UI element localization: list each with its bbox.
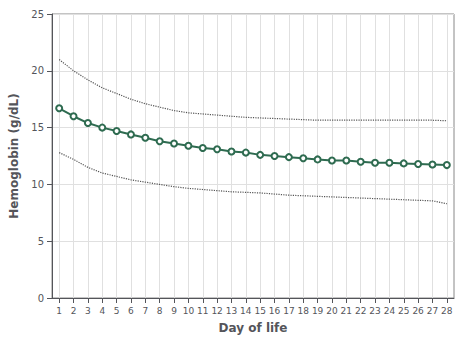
- svg-text:11: 11: [197, 306, 208, 316]
- svg-text:23: 23: [369, 306, 380, 316]
- svg-text:4: 4: [99, 306, 105, 316]
- svg-text:1: 1: [56, 306, 62, 316]
- svg-text:26: 26: [412, 306, 424, 316]
- svg-text:17: 17: [283, 306, 294, 316]
- svg-text:21: 21: [341, 306, 352, 316]
- svg-text:0: 0: [38, 293, 44, 304]
- svg-text:16: 16: [269, 306, 281, 316]
- svg-text:20: 20: [31, 65, 44, 76]
- svg-text:10: 10: [31, 179, 44, 190]
- svg-text:10: 10: [183, 306, 195, 316]
- svg-text:18: 18: [298, 306, 310, 316]
- svg-text:14: 14: [240, 306, 252, 316]
- svg-text:Day of life: Day of life: [219, 321, 288, 335]
- svg-text:22: 22: [355, 306, 366, 316]
- svg-text:7: 7: [142, 306, 148, 316]
- svg-text:13: 13: [226, 306, 237, 316]
- svg-text:8: 8: [157, 306, 163, 316]
- svg-text:5: 5: [114, 306, 120, 316]
- svg-text:15: 15: [31, 122, 44, 133]
- svg-text:12: 12: [211, 306, 222, 316]
- svg-text:27: 27: [427, 306, 438, 316]
- svg-text:9: 9: [171, 306, 177, 316]
- svg-text:Hemoglobin (g/dL): Hemoglobin (g/dL): [7, 93, 21, 218]
- svg-text:2: 2: [71, 306, 77, 316]
- svg-text:24: 24: [384, 306, 396, 316]
- svg-text:20: 20: [326, 306, 338, 316]
- svg-text:28: 28: [441, 306, 453, 316]
- svg-text:3: 3: [85, 306, 91, 316]
- svg-text:5: 5: [38, 236, 44, 247]
- svg-text:6: 6: [128, 306, 134, 316]
- svg-text:15: 15: [254, 306, 265, 316]
- svg-text:25: 25: [31, 9, 44, 20]
- svg-text:19: 19: [312, 306, 324, 316]
- svg-text:25: 25: [398, 306, 409, 316]
